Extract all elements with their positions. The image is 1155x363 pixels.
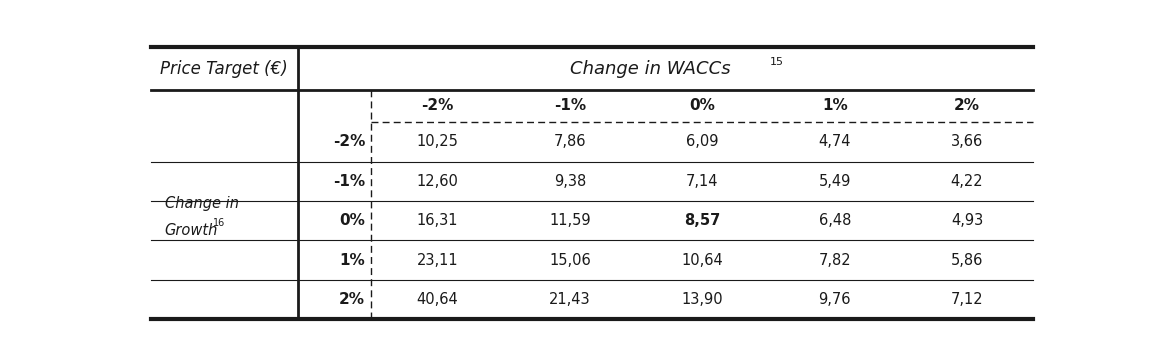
Text: 9,76: 9,76 [819,292,851,307]
Text: 10,25: 10,25 [417,134,459,149]
Text: -1%: -1% [333,174,365,189]
Text: 9,38: 9,38 [554,174,586,189]
Text: 1%: 1% [340,253,365,268]
Text: 16,31: 16,31 [417,213,459,228]
Text: Price Target (€): Price Target (€) [161,60,288,78]
Text: -2%: -2% [333,134,365,149]
Text: 7,82: 7,82 [819,253,851,268]
Text: 2%: 2% [340,292,365,307]
Text: 15,06: 15,06 [549,253,591,268]
Text: 11,59: 11,59 [549,213,591,228]
Text: 7,12: 7,12 [951,292,983,307]
Text: Change in: Change in [164,196,239,211]
Text: 0%: 0% [690,98,715,113]
Text: 12,60: 12,60 [417,174,459,189]
Text: 21,43: 21,43 [549,292,591,307]
Text: 15: 15 [770,57,784,68]
Text: 5,86: 5,86 [951,253,983,268]
Text: 4,22: 4,22 [951,174,983,189]
Text: 8,57: 8,57 [684,213,721,228]
Text: Growth: Growth [164,223,218,238]
Text: 0%: 0% [340,213,365,228]
Text: 3,66: 3,66 [951,134,983,149]
Text: 7,86: 7,86 [553,134,587,149]
Text: 2%: 2% [954,98,981,113]
Text: 23,11: 23,11 [417,253,459,268]
Text: Change in WACCs: Change in WACCs [569,60,730,78]
Text: 6,09: 6,09 [686,134,718,149]
Text: 40,64: 40,64 [417,292,459,307]
Text: 13,90: 13,90 [681,292,723,307]
Text: 6,48: 6,48 [819,213,851,228]
Text: 5,49: 5,49 [819,174,851,189]
Text: -1%: -1% [554,98,586,113]
Text: -2%: -2% [422,98,454,113]
Text: 4,93: 4,93 [951,213,983,228]
Text: 16: 16 [213,219,225,228]
Text: 1%: 1% [822,98,848,113]
Text: 10,64: 10,64 [681,253,723,268]
Text: 4,74: 4,74 [819,134,851,149]
Text: 7,14: 7,14 [686,174,718,189]
